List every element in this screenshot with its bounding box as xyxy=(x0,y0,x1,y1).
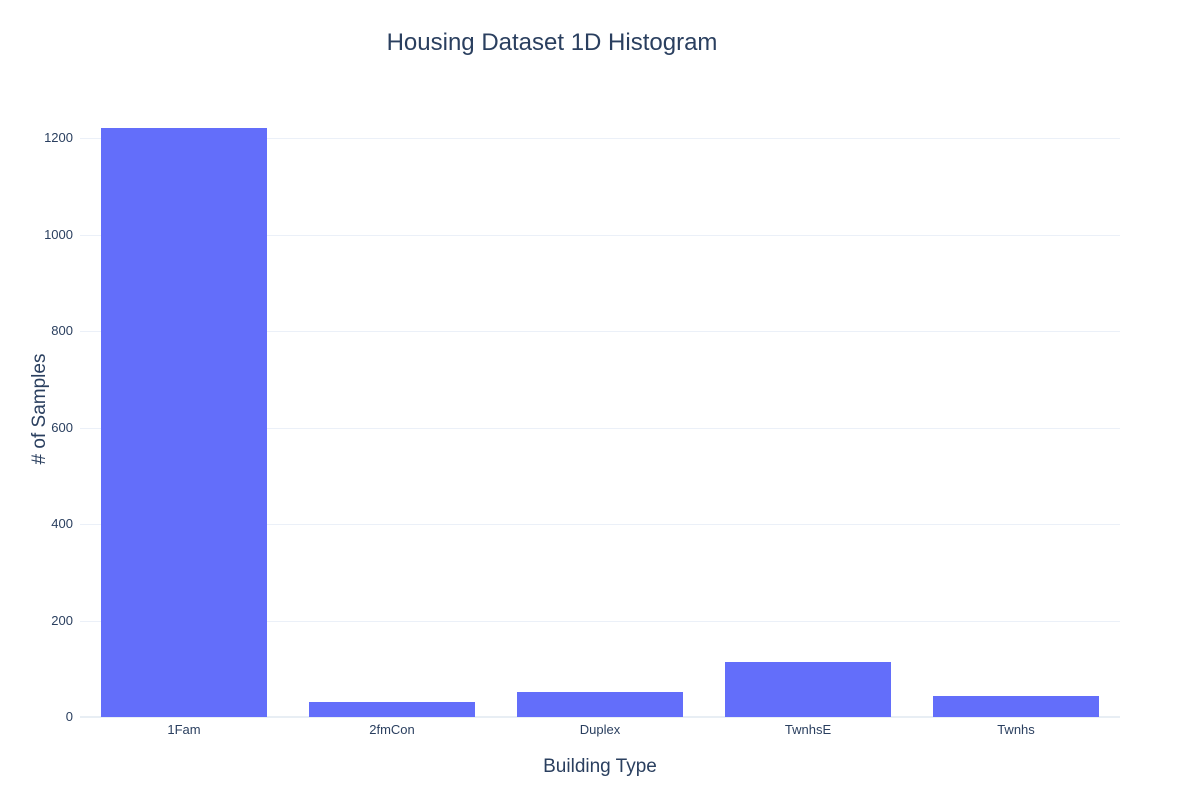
x-axis-zero-line xyxy=(80,716,1120,718)
x-axis-title: Building Type xyxy=(543,756,657,777)
y-tick-label-0: 0 xyxy=(65,709,73,724)
x-tick-label-duplex: Duplex xyxy=(579,722,621,737)
gridline-y-400 xyxy=(80,524,1120,526)
gridline-y-1200 xyxy=(80,138,1120,140)
chart-title: Housing Dataset 1D Histogram xyxy=(386,29,718,56)
gridline-y-1000 xyxy=(80,234,1120,236)
y-axis-title: # of Samples xyxy=(29,353,50,465)
x-tick-label-twnhse: TwnhsE xyxy=(784,722,832,737)
gridline-y-200 xyxy=(80,620,1120,622)
bar-twnhse[interactable] xyxy=(724,662,892,717)
bar-2fmcon[interactable] xyxy=(308,702,476,717)
y-tick-label-800: 800 xyxy=(51,323,73,339)
gridline-y-800 xyxy=(80,331,1120,333)
y-tick-label-200: 200 xyxy=(51,612,73,628)
bar-twnhs[interactable] xyxy=(932,696,1100,717)
x-tick-label-twnhs: Twnhs xyxy=(997,722,1035,737)
y-tick-label-400: 400 xyxy=(51,516,73,532)
y-tick-label-1000: 1000 xyxy=(44,226,73,242)
bar-1fam[interactable] xyxy=(100,128,268,717)
y-tick-label-1200: 1200 xyxy=(44,130,73,146)
x-tick-label-1fam: 1Fam xyxy=(167,722,201,737)
y-tick-label-600: 600 xyxy=(51,419,73,435)
plot-area[interactable]: 0 200 400 600 800 1000 1200 1Fam 2fmCon Duplex Twn… xyxy=(44,100,1120,737)
bar-duplex[interactable] xyxy=(516,691,684,717)
gridline-y-600 xyxy=(80,427,1120,429)
x-tick-label-2fmcon: 2fmCon xyxy=(369,722,415,737)
